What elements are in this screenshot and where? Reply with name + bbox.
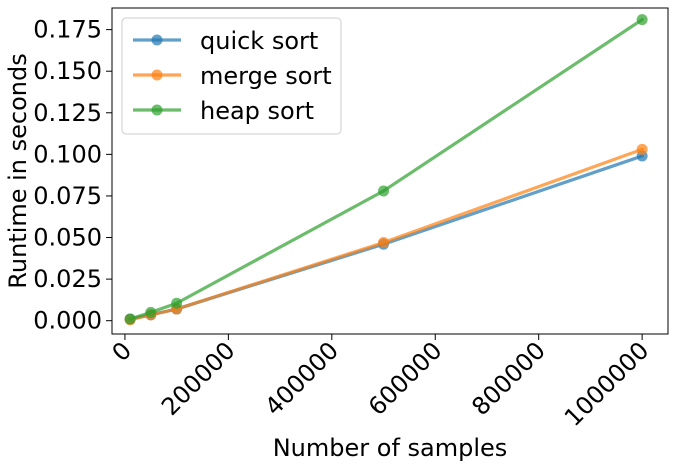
x-tick-label: 800000 [466, 336, 551, 421]
data-point [145, 306, 157, 318]
data-point [636, 143, 648, 155]
legend-label: heap sort [200, 97, 314, 125]
data-point [636, 14, 648, 26]
legend-item: quick sort [133, 27, 318, 55]
series-line [128, 154, 644, 321]
series-line [128, 147, 644, 322]
legend-box [121, 17, 342, 135]
data-point [378, 237, 390, 249]
series-merge-sort [124, 143, 648, 326]
legend-label: merge sort [200, 62, 332, 90]
y-axis-ticks: 0.000 0.025 0.050 0.075 0.100 0.125 0.150 0.175 [33, 16, 112, 335]
legend: quick sort merge sort heap sort [121, 17, 342, 135]
legend-item: merge sort [133, 62, 332, 90]
series-layer [124, 14, 648, 326]
data-point [124, 313, 136, 325]
y-tick-label: 0.175 [33, 16, 102, 44]
y-tick-label: 0.000 [33, 307, 102, 335]
data-point [171, 297, 183, 309]
plot-frame [111, 7, 669, 335]
y-axis-label: Runtime in seconds [4, 53, 32, 288]
y-tick-label: 0.125 [33, 99, 102, 127]
data-point [378, 185, 390, 197]
legend-marker [151, 69, 163, 81]
x-axis-label: Number of samples [273, 434, 508, 462]
legend-marker [151, 34, 163, 46]
series-heap-sort [124, 14, 648, 325]
y-tick-label: 0.150 [33, 57, 102, 85]
x-axis-ticks: 0 200000 400000 600000 800000 1000000 [107, 334, 654, 432]
legend-marker [151, 104, 163, 116]
y-tick-label: 0.050 [33, 224, 102, 252]
y-tick-label: 0.075 [33, 182, 102, 210]
x-tick-label: 400000 [259, 336, 344, 421]
x-tick-label: 200000 [156, 336, 241, 421]
legend-label: quick sort [200, 27, 318, 55]
x-tick-label: 600000 [363, 336, 448, 421]
y-tick-label: 0.100 [33, 140, 102, 168]
legend-item: heap sort [133, 97, 314, 125]
y-tick-label: 0.025 [33, 265, 102, 293]
x-tick-label: 0 [107, 336, 138, 367]
x-tick-label: 1000000 [559, 336, 654, 431]
